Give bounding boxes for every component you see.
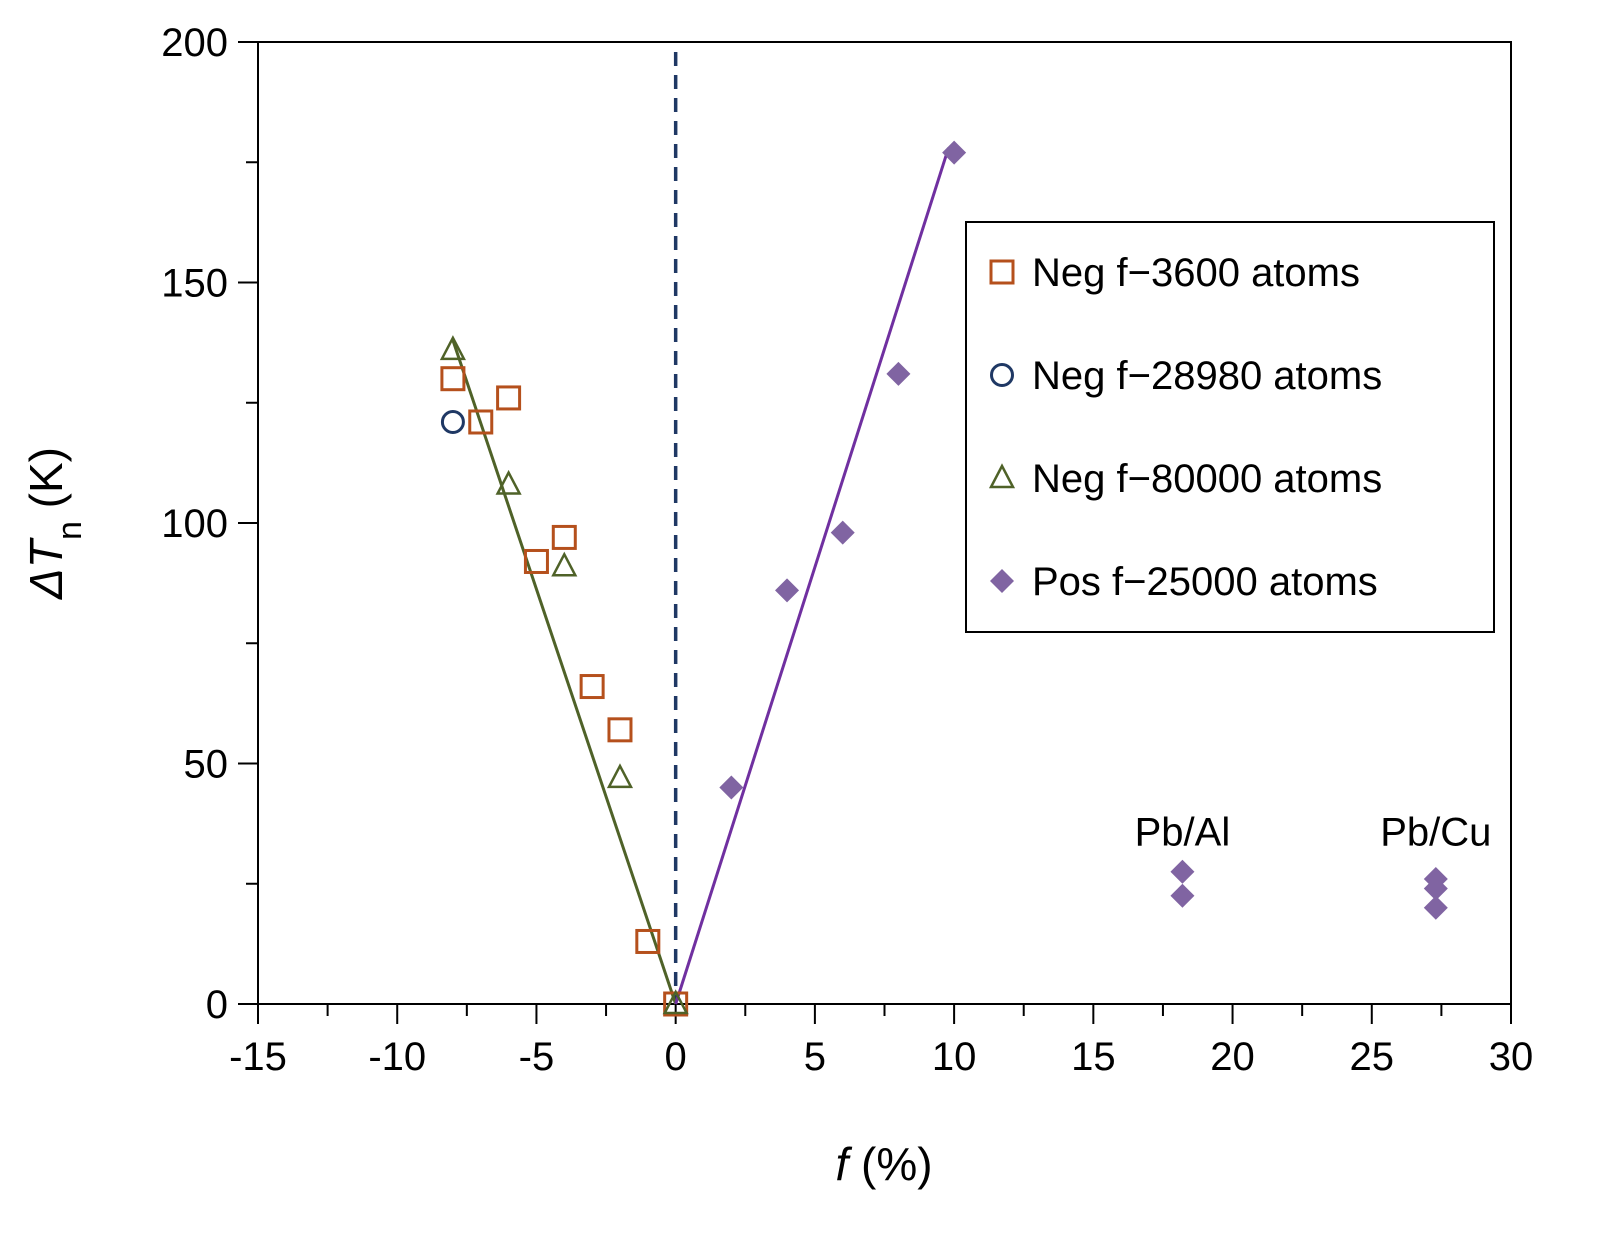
annotation-label: Pb/Cu [1380,810,1491,854]
y-axis-title-unit: (K) [20,447,72,521]
y-axis-title: ΔTn (K) [20,447,89,600]
data-point-diamond [775,578,800,603]
legend-label: Neg f−28980 atoms [1032,354,1382,398]
data-point-square [551,524,577,550]
data-point-square [440,366,466,392]
y-tick-label: 0 [206,983,228,1027]
negative-fit-line [451,339,678,1005]
annotation-label: Pb/Al [1135,810,1231,854]
x-axis-title-italic: f [835,1138,852,1190]
data-point-square [496,385,522,411]
data-point-square [523,548,549,574]
x-tick-label: 15 [1071,1035,1116,1079]
data-point-square [468,409,494,435]
fit-lines-layer [451,147,950,1005]
annotations-layer: Pb/Al Pb/Cu [1135,810,1492,854]
x-tick-label: -15 [229,1035,287,1079]
data-point-diamond [942,140,967,165]
legend-marker-triangle [988,463,1016,489]
data-point-square [579,674,605,700]
data-point-diamond [886,361,911,386]
data-point-diamond [719,775,744,800]
data-point-triangle [495,469,522,495]
data-markers-layer [439,140,1448,1017]
data-point-triangle [662,989,689,1015]
x-tick-label: 30 [1489,1035,1534,1079]
data-point-diamond [1423,895,1448,920]
data-point-square [607,717,633,743]
x-tick-label: 5 [804,1035,826,1079]
data-point-triangle [439,335,466,361]
y-tick-label: 200 [161,21,228,65]
y-tick-label: 150 [161,262,228,306]
positive-fit-line [674,147,950,1005]
x-tick-label: 10 [932,1035,977,1079]
data-point-square [635,928,661,954]
axis-ticks [238,41,1512,1024]
y-tick-label: 100 [161,502,228,546]
legend-marker-diamond [990,569,1014,593]
legend: Neg f−3600 atoms Neg f−28980 atoms Neg f−8… [965,221,1495,633]
data-point-diamond [1170,883,1195,908]
x-tick-label: 20 [1210,1035,1255,1079]
legend-marker-square [989,259,1015,285]
data-point-diamond [1423,876,1448,901]
legend-box [965,221,1495,633]
y-tick-label: 50 [184,743,229,787]
x-tick-label: 0 [665,1035,687,1079]
x-tick-label: -5 [519,1035,555,1079]
y-axis-title-subscript: n [51,521,89,540]
x-tick-label: 25 [1350,1035,1395,1079]
legend-label: Pos f−25000 atoms [1032,560,1378,604]
legend-items: Neg f−3600 atoms Neg f−28980 atoms Neg f−8… [988,251,1382,604]
data-point-circle [440,409,465,434]
data-point-triangle [606,763,634,789]
legend-label: Neg f−80000 atoms [1032,457,1382,501]
x-axis-title: f (%) [835,1138,932,1190]
y-axis-title-main: ΔT [20,537,72,600]
data-point-diamond [830,520,855,545]
x-tick-label: -10 [368,1035,426,1079]
legend-marker-circle [990,363,1014,387]
x-axis-title-rest: (%) [848,1138,932,1190]
axis-tick-labels: -15 -10 -5 0 5 10 15 20 25 30 0 50 100 150 200 [161,21,1533,1079]
data-point-triangle [551,551,578,577]
data-point-diamond [1170,859,1195,884]
legend-label: Neg f−3600 atoms [1032,251,1360,295]
